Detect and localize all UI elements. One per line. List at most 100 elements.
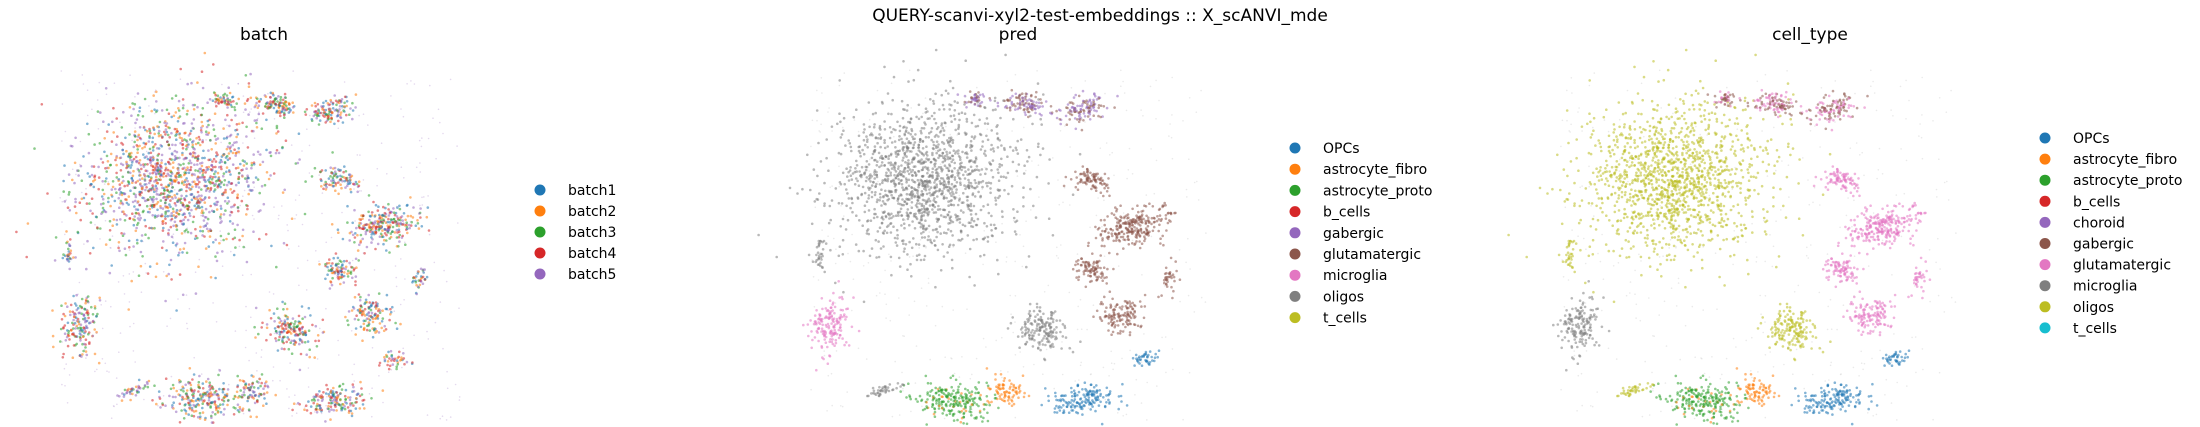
scatter-point [935, 133, 938, 137]
scatter-point [200, 120, 204, 124]
scatter-point [935, 140, 939, 143]
scatter-point [186, 207, 190, 211]
scatter-point [888, 217, 891, 220]
scatter-point [227, 180, 231, 184]
scatter-point [406, 227, 409, 231]
scatter-point [910, 161, 914, 164]
scatter-point [405, 360, 409, 364]
scatter-point [936, 218, 940, 222]
scatter-point [355, 182, 359, 186]
scatter-point [929, 160, 933, 164]
scatter-point [286, 388, 288, 390]
scatter-point [155, 262, 159, 266]
scatter-point [824, 242, 828, 245]
scatter-point [109, 152, 113, 156]
scatter-point [209, 186, 213, 190]
scatter-point [943, 164, 947, 167]
scatter-point [362, 252, 365, 254]
scatter-point [880, 157, 884, 160]
scatter-point [65, 241, 68, 245]
scatter-point [141, 115, 145, 118]
scatter-point [834, 281, 837, 285]
scatter-point [358, 114, 360, 117]
scatter-point [408, 226, 412, 230]
scatter-point [934, 228, 937, 231]
scatter-point [387, 202, 390, 206]
scatter-point [418, 139, 421, 142]
scatter-point [970, 121, 974, 125]
scatter-point [231, 151, 235, 155]
scatter-point [974, 212, 978, 216]
scatter-point [922, 230, 925, 234]
scatter-point [998, 165, 1001, 169]
scatter-point [105, 130, 109, 133]
scatter-point [307, 386, 310, 388]
scatter-point [90, 305, 93, 309]
scatter-point [68, 338, 71, 341]
scatter-point [226, 202, 229, 205]
scatter-point [122, 275, 125, 277]
scatter-point [162, 271, 165, 273]
scatter-point [337, 262, 340, 266]
scatter-point [178, 115, 182, 118]
scatter-point [994, 227, 998, 230]
scatter-point [406, 83, 408, 85]
scatter-point [250, 273, 252, 276]
scatter-point [1103, 223, 1106, 227]
scatter-point [234, 129, 237, 132]
scatter-point [240, 174, 244, 177]
scatter-point [339, 111, 343, 114]
scatter-point [360, 214, 363, 217]
scatter-point [134, 121, 137, 125]
scatter-point [233, 228, 237, 231]
scatter-point [305, 409, 309, 412]
scatter-point [353, 267, 356, 271]
scatter-point [111, 185, 115, 189]
scatter-point [409, 220, 412, 223]
scatter-point [864, 179, 868, 183]
scatter-point [856, 196, 860, 199]
scatter-point [345, 104, 348, 108]
scatter-point [318, 260, 320, 263]
scatter-point [151, 214, 154, 217]
scatter-point [927, 168, 930, 172]
scatter-point [205, 380, 208, 383]
scatter-point [985, 117, 989, 120]
scatter-point [201, 387, 205, 390]
scatter-point [393, 359, 396, 363]
scatter-point [322, 101, 325, 105]
scatter-point [206, 101, 209, 104]
scatter-point [374, 301, 378, 304]
scatter-point [928, 204, 932, 207]
scatter-point [380, 326, 384, 330]
scatter-point [89, 321, 92, 325]
scatter-point [301, 341, 304, 344]
scatter-point [953, 161, 956, 165]
scatter-point [893, 174, 896, 177]
scatter-point [945, 196, 948, 200]
scatter-point [383, 227, 387, 231]
scatter-point [87, 332, 90, 336]
scatter-point [870, 156, 874, 160]
scatter-point [171, 197, 174, 200]
scatter-point [81, 191, 83, 194]
scatter-point [200, 211, 203, 214]
scatter-point [349, 409, 353, 413]
scatter-point [846, 192, 849, 195]
scatter-point [345, 113, 348, 117]
scatter-point [346, 275, 350, 278]
scatter-point [937, 166, 941, 169]
scatter-point [403, 177, 405, 179]
scatter-point [454, 383, 457, 386]
scatter-point [146, 129, 149, 133]
scatter-point [181, 143, 185, 146]
scatter-point [246, 204, 249, 208]
scatter-point [238, 379, 242, 382]
scatter-point [88, 342, 91, 346]
scatter-point [192, 373, 196, 376]
scatter-point [840, 202, 844, 205]
scatter-point [181, 151, 184, 155]
scatter-point [161, 222, 165, 225]
scatter-point [122, 210, 125, 213]
scatter-point [382, 218, 385, 221]
